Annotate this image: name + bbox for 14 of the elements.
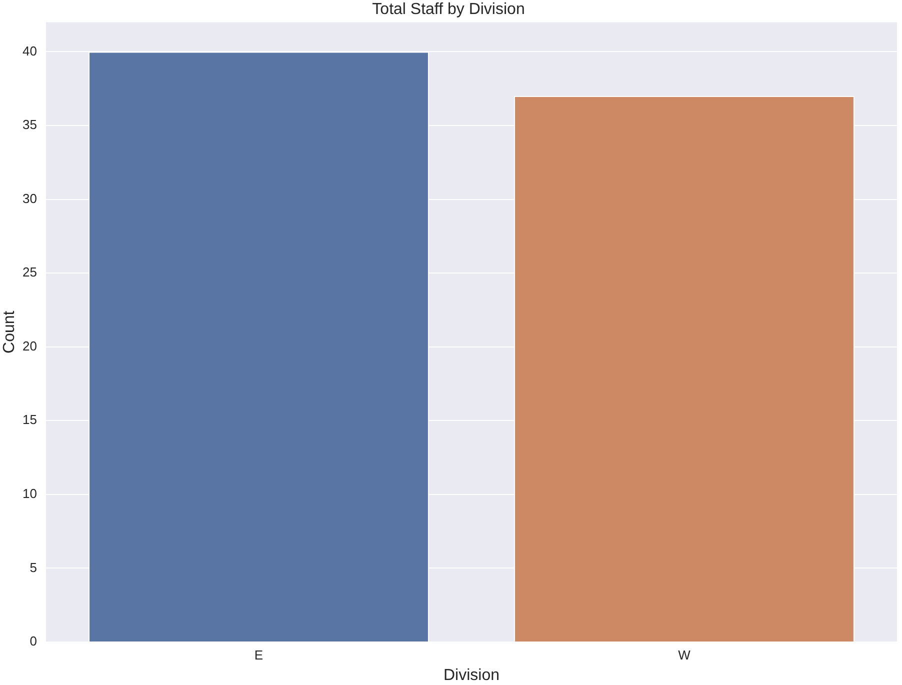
chart-title: Total Staff by Division xyxy=(372,1,525,18)
y-tick-label: 25 xyxy=(22,264,37,280)
y-tick-label: 20 xyxy=(22,338,37,354)
y-tick-label: 15 xyxy=(22,412,37,428)
y-tick-label: 35 xyxy=(22,117,37,132)
y-tick-label: 5 xyxy=(30,560,37,575)
y-tick-label: 0 xyxy=(30,634,37,649)
x-tick-label: W xyxy=(678,647,692,662)
y-axis-title: Count xyxy=(1,310,18,354)
y-tick-label: 30 xyxy=(22,190,37,206)
x-tick-label: E xyxy=(254,647,264,662)
x-axis-title: Division xyxy=(443,666,500,684)
y-tick-label: 40 xyxy=(22,43,37,58)
y-tick-label: 10 xyxy=(22,486,37,502)
